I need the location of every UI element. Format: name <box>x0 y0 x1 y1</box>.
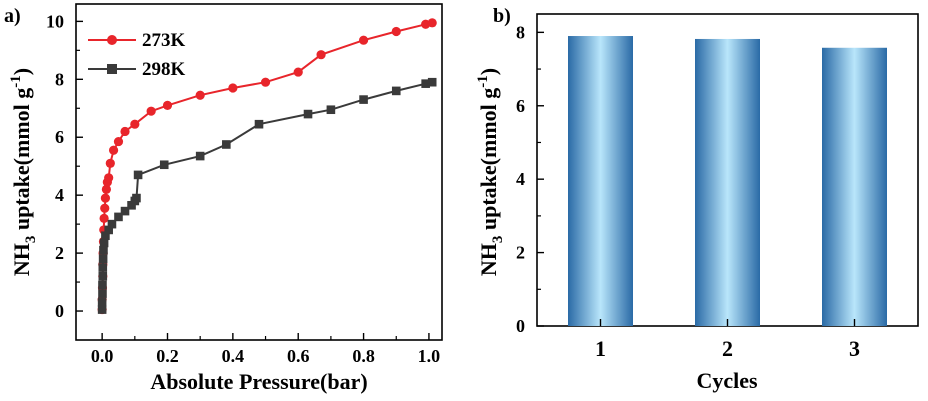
legend-label-273K: 273K <box>142 30 186 51</box>
data-point-273K <box>100 203 110 213</box>
data-point-273K <box>293 67 303 77</box>
data-point-273K <box>99 213 109 223</box>
data-point-298K <box>303 109 313 119</box>
data-point-273K <box>162 100 173 110</box>
panel-a: a) 0.0 0.2 0.4 0.6 0.8 1.0 0 2 4 6 8 10 273K 298K A… <box>4 3 443 394</box>
data-point-298K <box>427 77 437 87</box>
panel-b: b) 0 2 4 6 8 1 2 3 Cycles NH3 uptake(mmol g-1) <box>475 5 919 393</box>
panel-b-bars <box>568 36 887 327</box>
data-point-298K <box>195 151 205 161</box>
bar-cycle-2 <box>695 38 760 327</box>
data-point-298K <box>254 119 264 129</box>
data-point-298K <box>132 193 141 203</box>
bar-cycle-3 <box>822 47 887 327</box>
panel-a-y-axis-label: NH3 uptake(mmol g-1) <box>8 68 39 276</box>
data-point-298K <box>107 219 117 229</box>
legend-marker-298K <box>107 64 117 74</box>
y-tick-label: 8 <box>55 69 64 89</box>
data-point-298K <box>99 245 108 255</box>
series-line-298K <box>101 81 433 310</box>
data-point-298K <box>326 105 336 115</box>
x-tick-label: 0.4 <box>222 346 245 366</box>
y-tick-label: 4 <box>55 185 64 205</box>
panel-a-plot-frame <box>75 3 443 341</box>
data-point-298K <box>98 289 107 298</box>
data-point-273K <box>108 145 119 155</box>
data-point-298K <box>391 86 401 96</box>
data-point-273K <box>100 193 111 203</box>
data-point-273K <box>120 126 130 137</box>
x-tick-label: 1 <box>595 336 606 361</box>
data-point-298K <box>104 225 113 235</box>
data-point-298K <box>421 79 430 88</box>
data-point-273K <box>195 90 205 100</box>
legend-marker-273K <box>107 35 117 45</box>
bar-cycle-1 <box>568 36 633 326</box>
data-point-298K <box>159 160 169 170</box>
data-point-298K <box>222 140 231 149</box>
data-point-273K <box>260 77 271 87</box>
y-tick-label: 6 <box>55 127 64 147</box>
data-point-273K <box>391 26 401 37</box>
data-point-273K <box>113 136 124 147</box>
x-tick-label: 0.8 <box>352 346 375 366</box>
data-point-273K <box>146 106 156 116</box>
data-point-273K <box>228 83 238 93</box>
y-tick-label: 2 <box>55 243 64 263</box>
panel-b-y-axis-label: NH3 uptake(mmol g-1) <box>475 68 506 276</box>
x-tick-label: 3 <box>849 336 860 361</box>
panel-a-legend: 273K 298K <box>88 30 186 80</box>
data-point-298K <box>98 271 108 281</box>
data-point-273K <box>427 18 437 28</box>
data-point-273K <box>105 158 115 168</box>
data-point-298K <box>99 238 109 248</box>
data-point-273K <box>358 35 369 45</box>
panel-b-y-axis: 0 2 4 6 8 <box>516 22 544 336</box>
data-point-298K <box>133 170 143 180</box>
data-point-298K <box>97 305 107 314</box>
y-tick-label: 10 <box>46 11 64 31</box>
panel-a-series <box>97 18 437 315</box>
y-tick-label: 6 <box>516 96 525 116</box>
data-point-298K <box>114 212 123 222</box>
data-point-298K <box>359 95 368 104</box>
panel-b-label: b) <box>493 5 511 27</box>
data-point-273K <box>101 184 111 194</box>
panel-a-x-axis: 0.0 0.2 0.4 0.6 0.8 1.0 <box>91 333 440 366</box>
data-point-273K <box>104 173 114 183</box>
data-point-298K <box>98 280 107 290</box>
data-point-298K <box>120 206 130 216</box>
panel-a-label: a) <box>4 5 21 27</box>
panel-a-y-axis: 0 2 4 6 8 10 <box>46 11 83 321</box>
x-tick-label: 0.6 <box>287 346 310 366</box>
y-tick-label: 0 <box>55 301 64 321</box>
x-tick-label: 2 <box>722 336 733 361</box>
x-tick-label: 0.2 <box>156 346 179 366</box>
data-point-273K <box>316 50 326 60</box>
x-tick-label: 0.0 <box>91 346 114 366</box>
data-point-273K <box>130 119 140 129</box>
data-point-298K <box>127 201 136 210</box>
data-point-298K <box>97 298 107 307</box>
panel-b-x-axis: 1 2 3 <box>595 319 860 361</box>
legend-label-298K: 298K <box>142 59 186 80</box>
y-tick-label: 4 <box>516 169 525 189</box>
y-tick-label: 2 <box>516 243 525 263</box>
panel-a-x-axis-label: Absolute Pressure(bar) <box>150 369 367 394</box>
panel-b-x-axis-label: Cycles <box>696 368 758 393</box>
x-tick-label: 1.0 <box>418 346 441 366</box>
data-point-298K <box>98 254 108 264</box>
data-point-298K <box>98 263 108 272</box>
y-tick-label: 0 <box>516 316 525 336</box>
y-tick-label: 8 <box>516 22 525 42</box>
data-point-298K <box>101 231 110 241</box>
